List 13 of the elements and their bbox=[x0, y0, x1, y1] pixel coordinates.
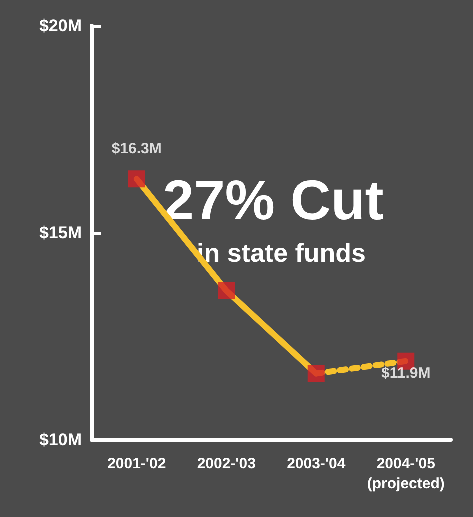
point bbox=[128, 170, 146, 188]
point bbox=[218, 282, 236, 300]
data-label: $16.3M bbox=[112, 140, 162, 158]
x-tick-label: 2001-'02 bbox=[108, 456, 166, 472]
x-tick-label: 2004-'05 (projected) bbox=[367, 456, 445, 492]
data-label: $11.9M bbox=[382, 364, 431, 382]
y-tick-label: $15M bbox=[39, 224, 82, 242]
annotation: 27% Cut bbox=[163, 168, 384, 232]
point bbox=[308, 365, 325, 382]
x-tick-label: 2003-'04 bbox=[287, 456, 346, 472]
y-tick-label: $20M bbox=[39, 16, 82, 36]
y-tick-label: $10M bbox=[39, 430, 82, 450]
x-tick-label: 2002-'03 bbox=[197, 456, 256, 472]
